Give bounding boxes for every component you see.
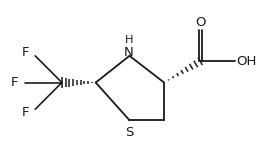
Text: H: H bbox=[124, 35, 133, 45]
Text: N: N bbox=[124, 46, 134, 59]
Text: OH: OH bbox=[237, 55, 257, 68]
Text: F: F bbox=[22, 46, 30, 59]
Text: F: F bbox=[10, 76, 18, 89]
Text: F: F bbox=[22, 106, 30, 119]
Text: S: S bbox=[125, 126, 134, 139]
Text: O: O bbox=[195, 16, 205, 29]
